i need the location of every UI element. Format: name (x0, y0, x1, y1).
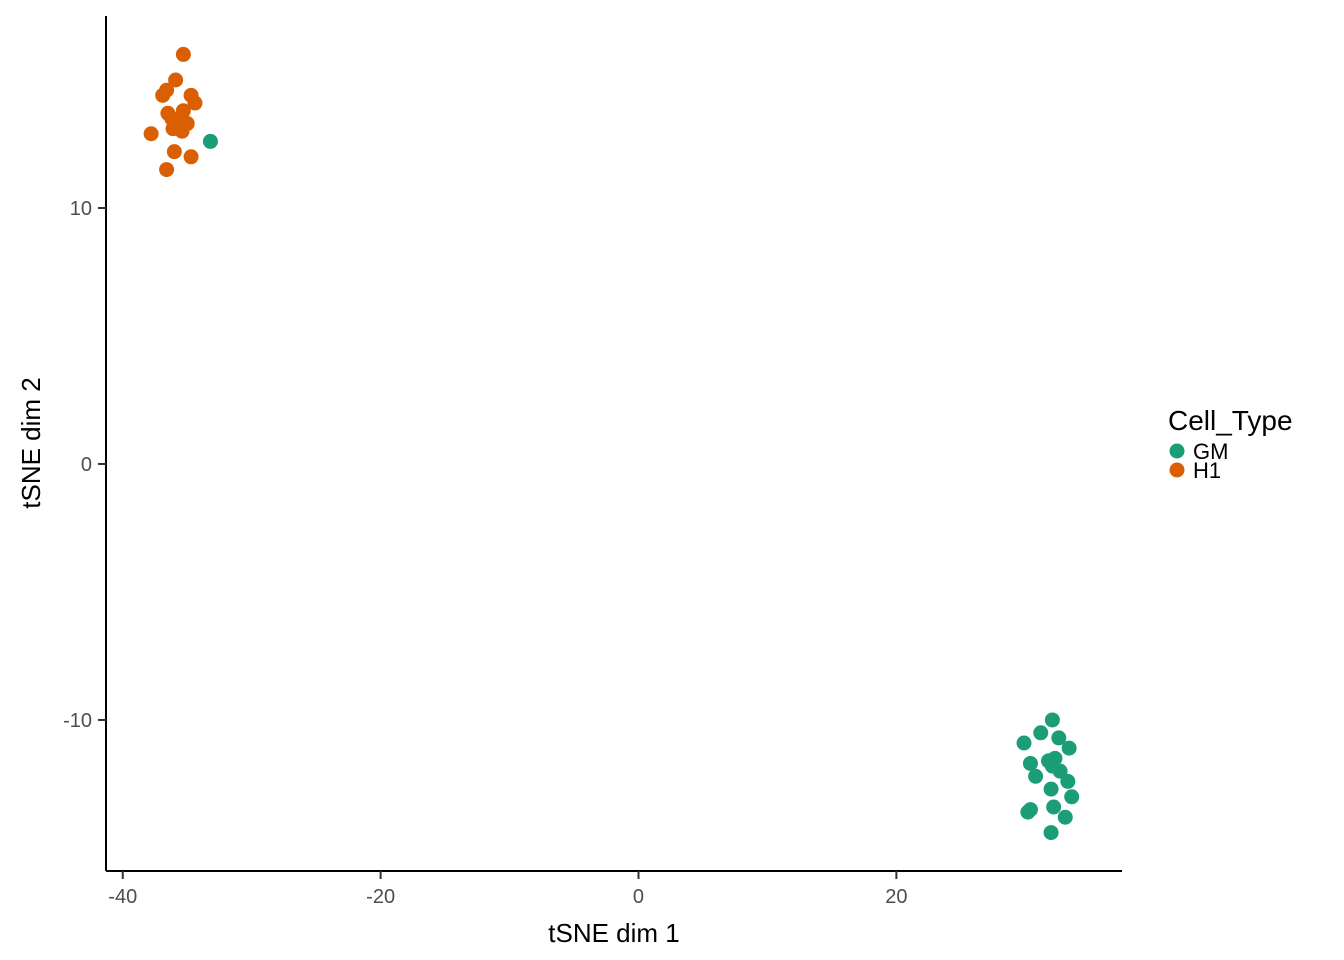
point-h1 (175, 46, 191, 62)
y-axis-ticks: 10 0 -10 (63, 198, 106, 732)
point-h1 (143, 126, 159, 142)
point-gm (1046, 799, 1062, 815)
point-gm (1064, 789, 1080, 805)
x-tick-label: 0 (633, 886, 644, 908)
point-h1 (168, 72, 184, 88)
y-tick-label: 0 (81, 454, 92, 476)
point-h1 (187, 95, 203, 111)
point-gm (1051, 730, 1067, 746)
x-tick-label: -40 (108, 886, 137, 908)
point-h1 (155, 87, 171, 103)
x-axis-title: tSNE dim 1 (548, 918, 680, 948)
point-gm (1028, 768, 1044, 784)
legend-label-h1: H1 (1193, 458, 1221, 483)
point-gm (1060, 773, 1076, 789)
points-layer (143, 46, 1080, 841)
legend-title: Cell_Type (1168, 405, 1293, 436)
x-axis-ticks: -40 -20 0 20 (108, 871, 907, 908)
point-h1 (183, 149, 199, 165)
legend-key-gm (1169, 443, 1185, 459)
point-gm (1016, 735, 1032, 751)
x-tick-label: 20 (885, 886, 907, 908)
x-tick-label: -20 (366, 886, 395, 908)
y-tick-label: 10 (70, 198, 92, 220)
point-gm (202, 133, 218, 149)
point-gm (1044, 712, 1060, 728)
point-gm (1043, 825, 1059, 841)
point-h1 (174, 123, 190, 139)
y-axis-title: tSNE dim 2 (16, 377, 46, 509)
point-gm (1033, 725, 1049, 741)
legend-label-gm: GM (1193, 439, 1228, 464)
point-gm (1020, 804, 1036, 820)
point-gm (1052, 763, 1068, 779)
point-h1 (166, 144, 182, 160)
y-tick-label: -10 (63, 710, 92, 732)
point-gm (1057, 809, 1073, 825)
legend-key-h1 (1169, 462, 1185, 478)
point-h1 (159, 162, 175, 178)
point-gm (1043, 781, 1059, 797)
point-gm (1061, 740, 1077, 756)
point-gm (1022, 755, 1038, 771)
